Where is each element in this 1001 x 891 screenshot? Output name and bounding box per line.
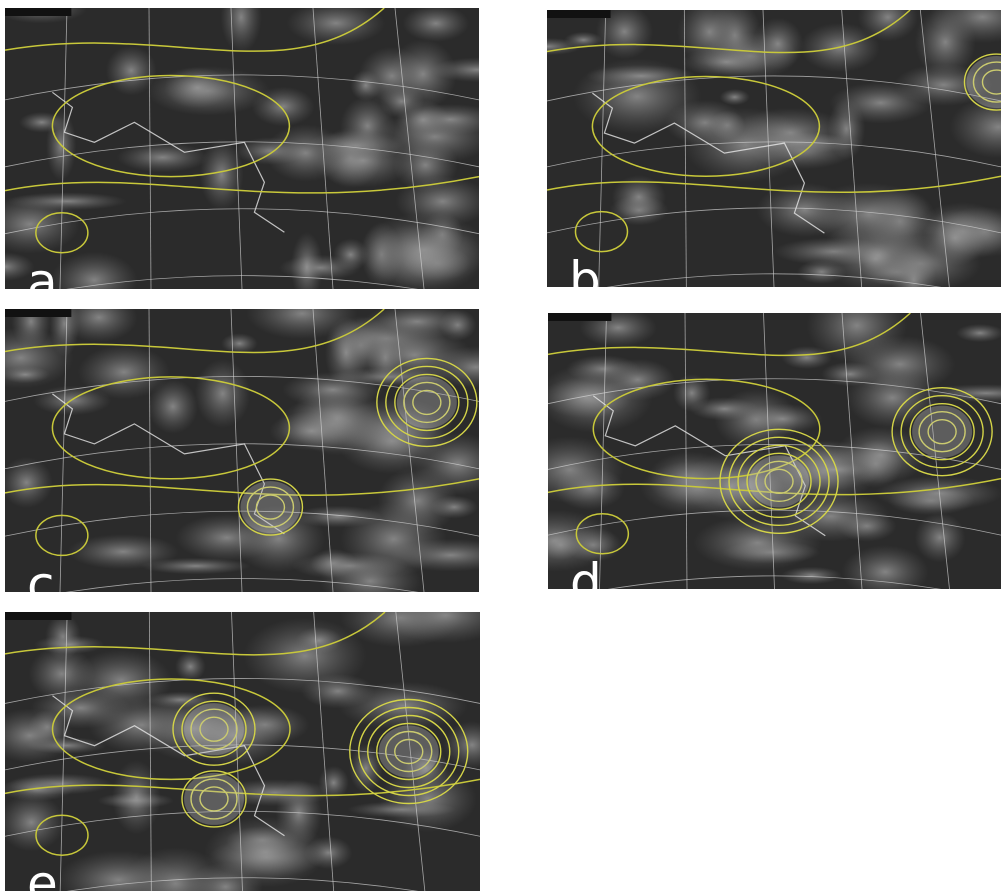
panel-header-strip	[5, 8, 71, 16]
cloud	[291, 232, 323, 302]
cloud	[301, 674, 375, 709]
cloud	[732, 108, 849, 158]
panel-label: e	[27, 855, 58, 891]
cloud	[915, 513, 966, 563]
cloud	[7, 192, 126, 210]
cloud	[51, 252, 138, 309]
figure: a b c d e	[0, 0, 1001, 891]
storm-cloud	[379, 726, 439, 778]
panel-header-strip	[548, 313, 611, 321]
cloud	[781, 567, 842, 585]
cloud	[393, 138, 458, 191]
cloud	[513, 38, 583, 55]
cloud	[383, 587, 508, 643]
panel-header-strip	[5, 309, 71, 317]
cloud	[195, 359, 250, 428]
cloud	[295, 627, 342, 654]
cloud	[0, 793, 64, 851]
panel-header-strip	[547, 10, 611, 18]
cloud	[204, 817, 326, 888]
cloud	[341, 502, 447, 576]
cloud	[34, 635, 104, 654]
satellite-panel	[0, 288, 523, 608]
storm-cloud	[912, 406, 972, 458]
storm-cloud	[240, 481, 300, 533]
cloud	[117, 142, 208, 172]
cloud	[842, 545, 929, 598]
cloud	[175, 652, 206, 681]
cloud	[396, 100, 449, 140]
cloud	[67, 534, 178, 569]
cloud	[807, 288, 908, 363]
panel-label: c	[27, 556, 55, 614]
cloud	[221, 333, 258, 354]
panel-label: a	[27, 253, 58, 311]
cloud	[403, 5, 470, 42]
cloud	[357, 327, 472, 383]
cloud	[515, 436, 623, 502]
cloud	[359, 213, 488, 286]
storm-cloud	[184, 703, 244, 755]
panel-label: b	[569, 251, 601, 309]
storm-cloud	[397, 376, 457, 428]
cloud	[923, 209, 987, 266]
panel-header-strip	[5, 612, 72, 620]
storm-cloud	[184, 773, 244, 825]
cloud	[112, 760, 161, 834]
cloud	[148, 379, 198, 433]
cloud	[164, 67, 230, 108]
satellite-panel	[0, 0, 524, 309]
storm-cloud	[749, 455, 809, 507]
page: abcde (() => { const data = JSON.parse(d…	[0, 0, 1001, 891]
cloud	[714, 470, 749, 503]
satellite-panel	[0, 587, 508, 891]
cloud	[693, 515, 821, 570]
panel-label: d	[570, 553, 602, 611]
cloud	[586, 65, 696, 87]
cloud	[0, 366, 50, 383]
